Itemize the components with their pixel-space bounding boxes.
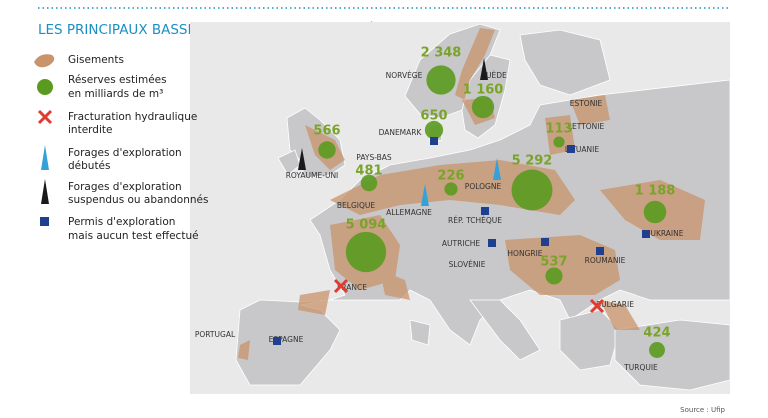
legend-label: Forages d'exploration [68,147,182,159]
reserve-circle [426,65,456,95]
legend-label: Forages d'exploration [68,181,182,193]
country-label: ROYAUME-UNI [286,171,339,180]
legend-label: suspendus ou abandonnés [68,194,208,206]
reserve-label: 1 188 [635,184,676,199]
source: Source : Ufip [680,406,725,414]
reserve-circle [318,141,336,159]
country-label: SUÈDE [481,71,507,80]
reserve-label: 5 292 [512,154,553,169]
country-label: BELGIQUE [337,201,375,210]
reserve-circle [553,136,565,148]
map-symbols [273,58,650,345]
country-label: SLOVÉNIE [449,260,486,269]
country-label: POLOGNE [465,182,502,191]
reserve-label: 537 [540,255,567,270]
reserve-circle [471,95,495,119]
legend-label: interdite [68,124,112,136]
country-label: NORVÈGE [386,71,423,80]
legend-label: en milliards de m³ [68,88,163,100]
country-label: ESTONIE [570,99,603,108]
country-label: BULGARIE [596,300,634,309]
reserve-circle [511,169,553,211]
reserve-circle [643,200,667,224]
country-label: HONGRIE [507,249,542,258]
reserve-circle [424,120,444,140]
reserve-label: 113 [545,122,572,137]
reserve-circle [649,342,665,358]
legend-label: Permis d'exploration [68,216,175,228]
legend-label: Gisements [68,54,124,66]
reserve-circle [360,174,378,192]
reserve-label: 424 [643,326,670,341]
country-label: RÉP. TCHÈQUE [448,216,502,225]
country-label: DANEMARK [379,128,423,137]
country-label: LITUANIE [565,145,599,154]
country-label: PORTUGAL [195,330,236,339]
country-label: ALLEMAGNE [386,208,432,217]
country-label: ROUMANIE [585,256,626,265]
reserve-circle [345,231,387,273]
reserve-circle [444,182,458,196]
legend-label: mais aucun test effectué [68,230,199,242]
legend-label: débutés [68,160,111,172]
legend-symbols [34,54,55,226]
country-label: UKRAINE [650,229,683,238]
country-label: FRANCE [337,283,367,292]
reserve-label: 481 [355,164,382,179]
legend-label: Fracturation hydraulique [68,111,197,123]
country-label: LETTONIE [568,122,605,131]
reserve-label: 2 348 [421,46,462,61]
reserve-label: 226 [437,169,464,184]
reserve-label: 650 [420,109,447,124]
country-label: AUTRICHE [442,239,481,248]
reserve-label: 566 [313,124,340,139]
reserve-label: 5 094 [346,218,387,233]
country-label: ESPAGNE [269,335,304,344]
reserve-label: 1 160 [463,83,504,98]
country-label: PAYS-BAS [356,153,392,162]
reserve-circle [545,267,563,285]
legend-label: Réserves estimées [68,74,167,86]
country-label: TURQUIE [623,363,658,372]
